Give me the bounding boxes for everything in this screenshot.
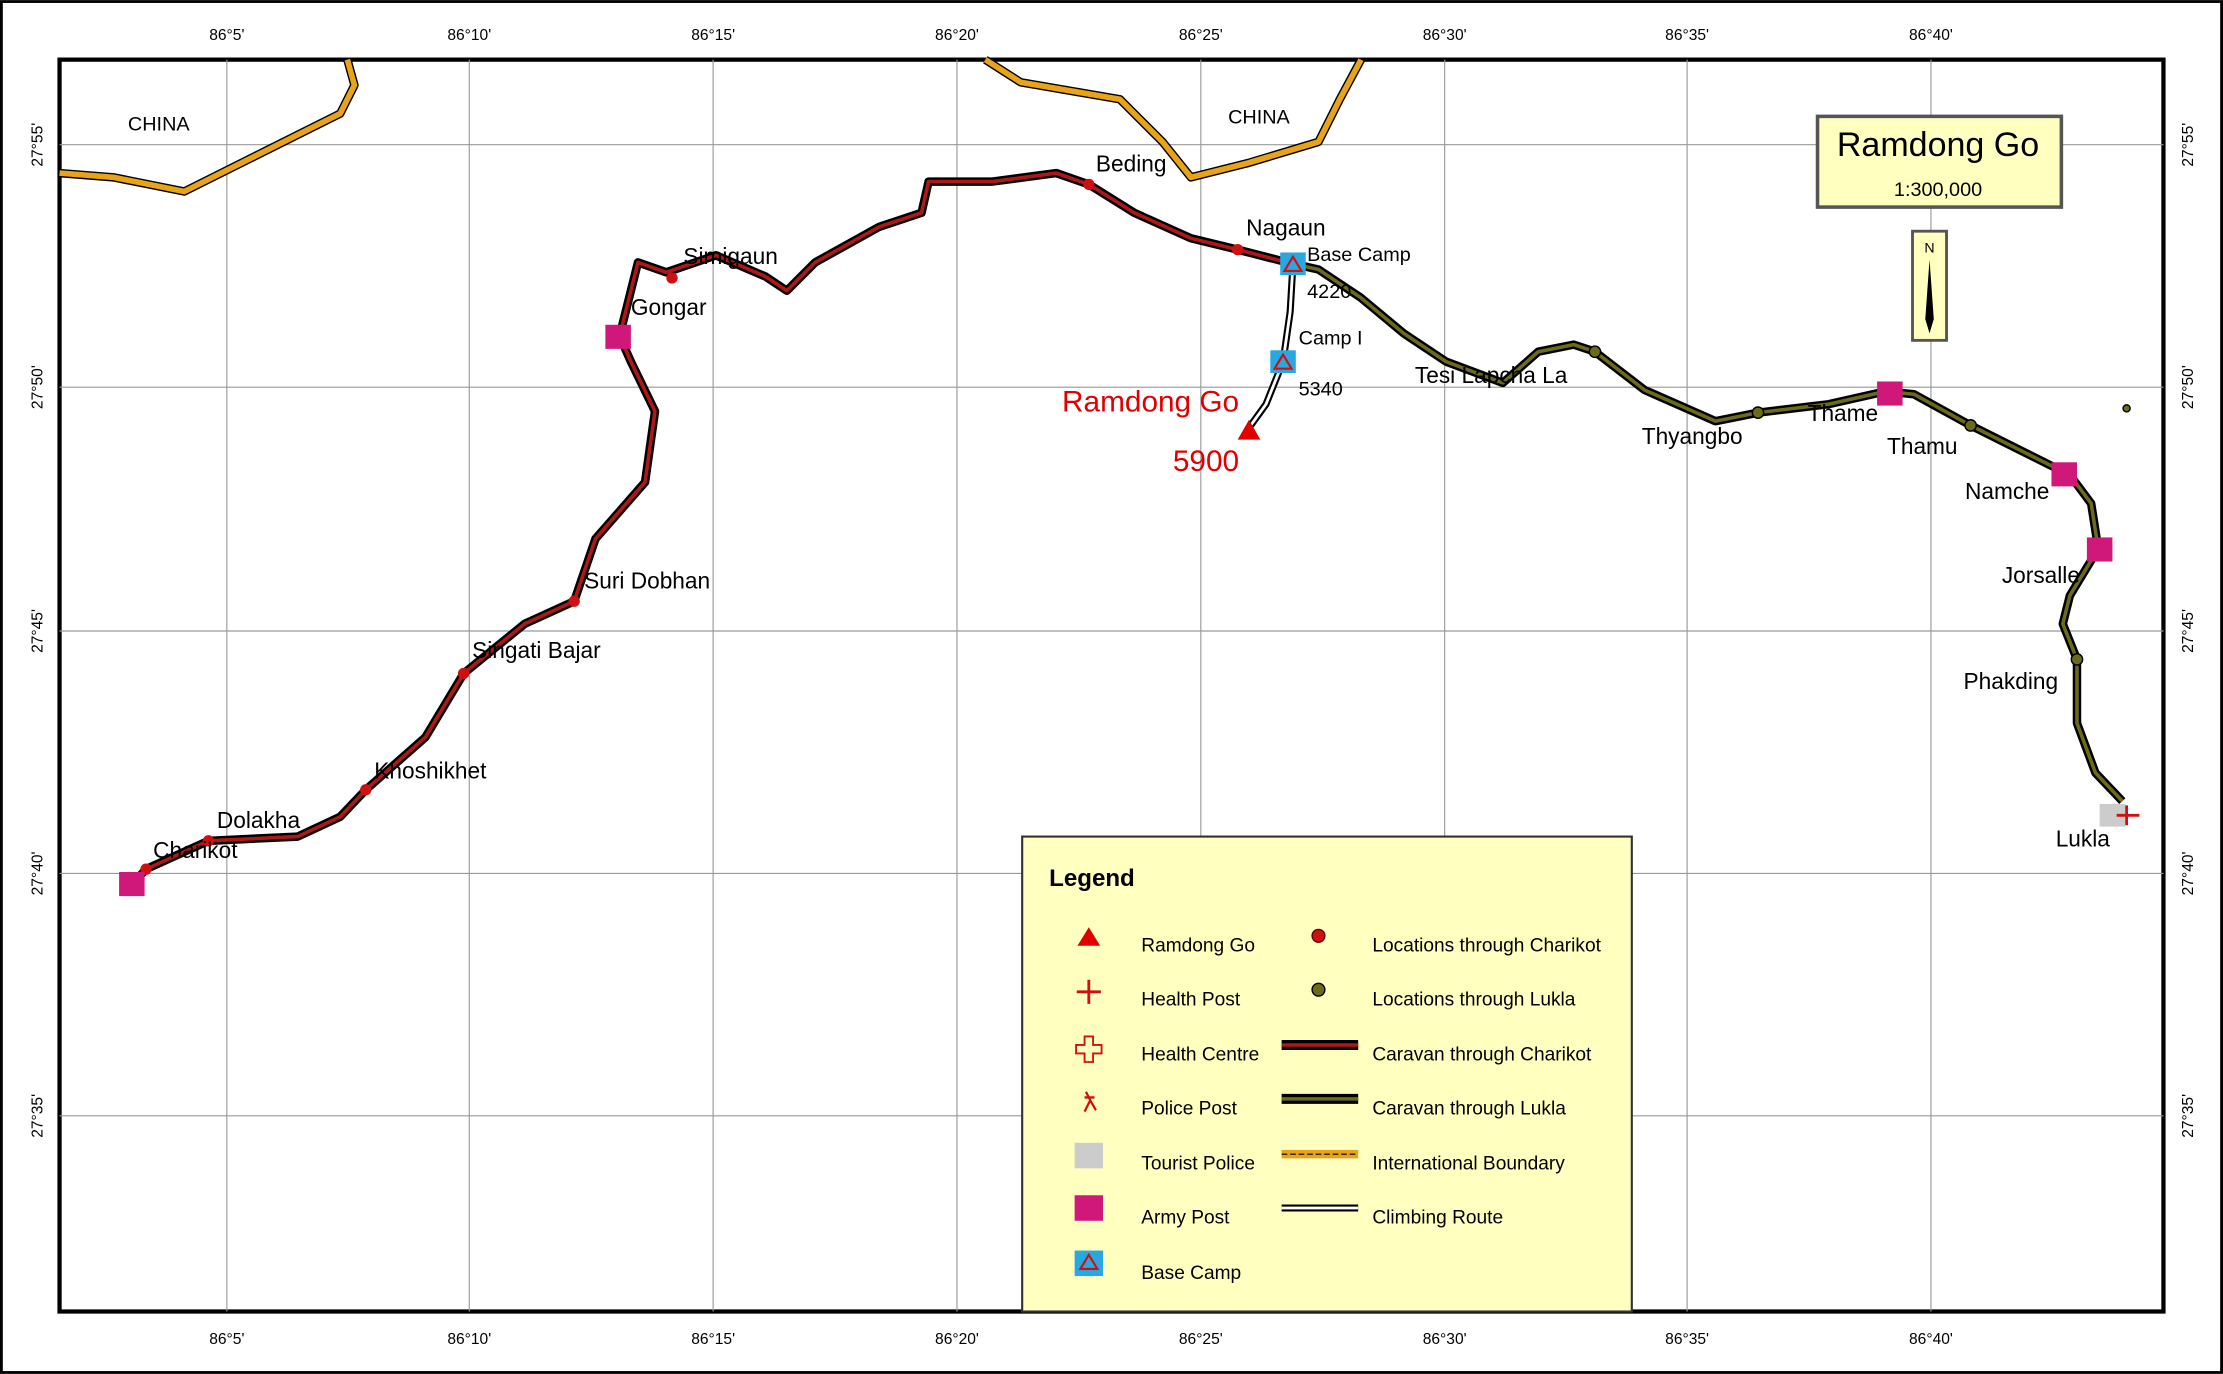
x-label: 86°25' — [1179, 27, 1223, 44]
international-boundary — [59, 56, 1365, 196]
y-label: 27°50' — [30, 365, 47, 409]
place-label: Nagaun — [1246, 214, 1325, 240]
legend-label: Caravan through Lukla — [1372, 1098, 1566, 1119]
x-label: 86°15' — [691, 1331, 735, 1348]
place-label: Gongar — [631, 294, 707, 320]
x-label: 86°30' — [1423, 1331, 1467, 1348]
place-label: Simigaun — [683, 243, 778, 269]
location-points — [119, 178, 2140, 897]
place-label: Dolakha — [217, 807, 301, 833]
place-label: Namche — [1965, 478, 2049, 504]
place-label: Singati Bajar — [472, 637, 601, 663]
place-label: Base Camp — [1307, 244, 1411, 266]
x-label: 86°40' — [1909, 1331, 1953, 1348]
map-title: Ramdong Go — [1837, 126, 2039, 164]
legend-label: Tourist Police — [1141, 1154, 1255, 1175]
place-label: Beding — [1096, 151, 1167, 177]
x-label: 86°40' — [1909, 27, 1953, 44]
place-labels: Beding Nagaun Base Camp 4220 Camp I 5340… — [153, 151, 2110, 863]
y-label: 27°55' — [2180, 123, 2197, 167]
north-arrow — [1925, 259, 1934, 334]
x-label: 86°35' — [1665, 1331, 1709, 1348]
place-label: Suri Dobhan — [584, 567, 710, 593]
place-label: Camp I — [1299, 328, 1363, 350]
y-label: 27°35' — [2180, 1094, 2197, 1138]
place-label: Thamu — [1887, 433, 1958, 459]
legend-label: Ramdong Go — [1141, 935, 1255, 956]
x-label: 86°10' — [447, 1331, 491, 1348]
place-label: Charikot — [153, 837, 238, 863]
place-label: Tesi Lapcha La — [1415, 362, 1568, 388]
place-label: Jorsalle — [2002, 562, 2080, 588]
legend-label: Health Centre — [1141, 1045, 1259, 1066]
summit-label: Ramdong Go — [1062, 385, 1239, 418]
legend-label: Army Post — [1141, 1208, 1230, 1229]
legend-label: International Boundary — [1372, 1154, 1565, 1175]
x-label: 86°5' — [209, 1331, 244, 1348]
summit-elevation: 5900 — [1173, 445, 1239, 478]
x-label: 86°25' — [1179, 1331, 1223, 1348]
legend-label: Climbing Route — [1372, 1208, 1503, 1229]
place-label: 4220 — [1307, 281, 1351, 303]
place-label: Thyangbo — [1642, 423, 1743, 449]
place-label: Thame — [1808, 400, 1879, 426]
y-label: 27°55' — [30, 123, 47, 167]
y-label: 27°40' — [30, 851, 47, 895]
x-label: 86°5' — [209, 27, 244, 44]
legend-label: Caravan through Charikot — [1372, 1045, 1592, 1066]
legend-title: Legend — [1049, 865, 1135, 892]
scale-label: 1:300,000 — [1894, 179, 1982, 201]
legend-label: Locations through Lukla — [1372, 989, 1575, 1010]
x-label: 86°20' — [935, 27, 979, 44]
legend-label: Health Post — [1141, 989, 1241, 1010]
title-box — [1815, 114, 2064, 209]
country-label: CHINA — [1228, 106, 1290, 128]
legend: Legend Ramdong Go Health Post Health Cen… — [1021, 835, 1633, 1313]
y-label: 27°45' — [2180, 609, 2197, 653]
y-label: 27°45' — [30, 609, 47, 653]
legend-label: Locations through Charikot — [1372, 935, 1601, 956]
y-label: 27°40' — [2180, 851, 2197, 895]
place-label: Phakding — [1964, 668, 2059, 694]
x-label: 86°10' — [447, 27, 491, 44]
x-label: 86°15' — [691, 27, 735, 44]
north-label: N — [1924, 240, 1934, 256]
x-label: 86°30' — [1423, 27, 1467, 44]
place-label: 5340 — [1299, 379, 1343, 401]
country-label: CHINA — [128, 114, 190, 136]
y-label: 27°50' — [2180, 365, 2197, 409]
place-label: Khoshikhet — [374, 757, 487, 783]
legend-label: Police Post — [1141, 1098, 1237, 1119]
x-label: 86°20' — [935, 1331, 979, 1348]
x-label: 86°35' — [1665, 27, 1709, 44]
y-label: 27°35' — [30, 1094, 47, 1138]
graticule: 86°5' 86°5' 86°10' 86°10' 86°15' 86°15' 86°20'… — [30, 27, 2198, 1348]
place-label: Lukla — [2056, 825, 2111, 851]
legend-label: Base Camp — [1141, 1263, 1241, 1284]
